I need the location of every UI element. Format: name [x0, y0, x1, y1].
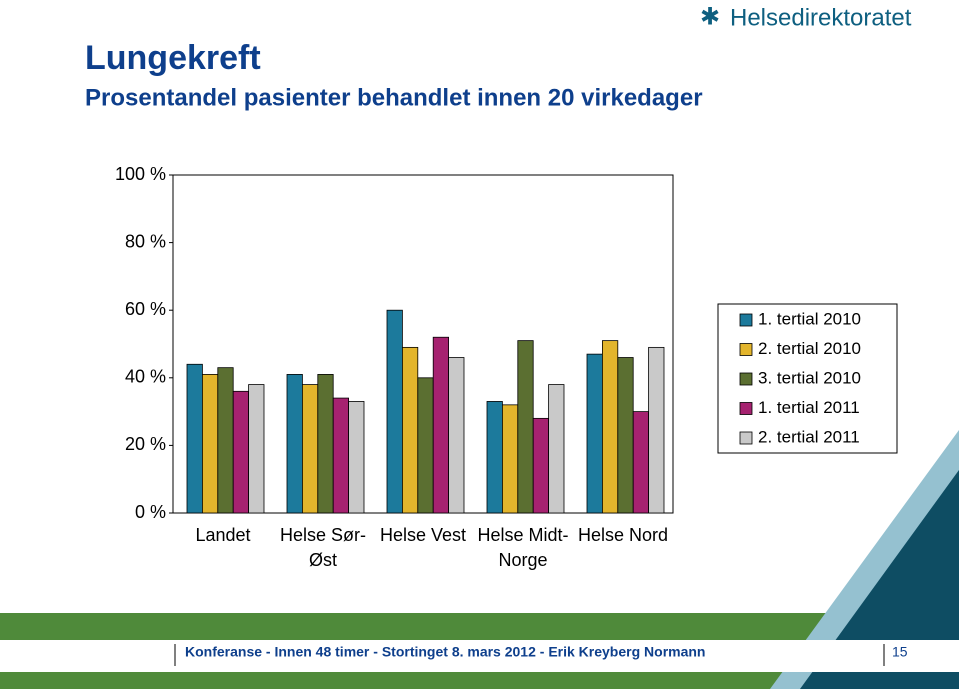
x-tick-label: Helse Sør-Øst	[279, 525, 366, 570]
chart-title: Lungekreft	[85, 39, 261, 77]
bar	[602, 340, 619, 514]
bar	[332, 397, 350, 514]
x-tick-label: Landet	[195, 525, 251, 545]
y-tick-label: 80 %	[125, 231, 166, 251]
legend-label: 3. tertial 2010	[758, 368, 861, 387]
bar	[632, 411, 650, 514]
bar	[501, 404, 519, 514]
decor	[800, 470, 959, 689]
logo: Helsedirektoratet	[730, 4, 912, 31]
bar	[617, 357, 634, 514]
bar	[386, 309, 403, 514]
bar	[301, 384, 319, 514]
bar	[248, 384, 265, 514]
bar	[232, 390, 249, 514]
x-tick-label: Helse Vest	[379, 525, 467, 545]
y-tick-label: 40 %	[125, 367, 166, 387]
bar	[201, 374, 219, 514]
legend-swatch	[739, 402, 753, 415]
bar	[532, 417, 550, 514]
page-number: 15	[892, 644, 908, 660]
bar	[348, 401, 365, 514]
legend-swatch	[739, 431, 753, 445]
legend-swatch	[739, 343, 753, 356]
bar	[186, 363, 203, 514]
y-tick-label: 60 %	[125, 299, 166, 319]
bar	[432, 336, 450, 514]
logo-icon: ✱	[700, 3, 720, 30]
legend-label: 1. tertial 2010	[758, 309, 861, 328]
bar	[486, 401, 503, 514]
y-tick-label: 20 %	[125, 434, 166, 454]
bar	[586, 353, 603, 514]
legend-label: 1. tertial 2011	[758, 398, 860, 417]
legend-label: 2. tertial 2010	[758, 339, 861, 358]
chart-subtitle: Prosentandel pasienter behandlet innen 2…	[85, 84, 703, 111]
legend-label: 2. tertial 2011	[758, 427, 860, 446]
bar	[286, 374, 303, 514]
footer-strip	[0, 640, 959, 672]
x-tick-label: Helse Nord	[577, 525, 669, 545]
bar	[217, 367, 234, 514]
bar	[448, 357, 465, 514]
legend-swatch	[739, 313, 753, 327]
bar	[648, 346, 665, 514]
y-tick-label: 100 %	[115, 164, 166, 184]
y-tick-label: 0 %	[135, 502, 166, 522]
x-tick-label: Helse Midt-Norge	[477, 525, 569, 570]
legend-swatch	[739, 372, 753, 386]
bar	[401, 346, 419, 514]
bar	[517, 340, 534, 514]
footer-text: Konferanse - Innen 48 timer - Stortinget…	[185, 644, 705, 660]
bar	[417, 377, 434, 514]
bar	[317, 374, 334, 514]
bar	[548, 384, 565, 514]
